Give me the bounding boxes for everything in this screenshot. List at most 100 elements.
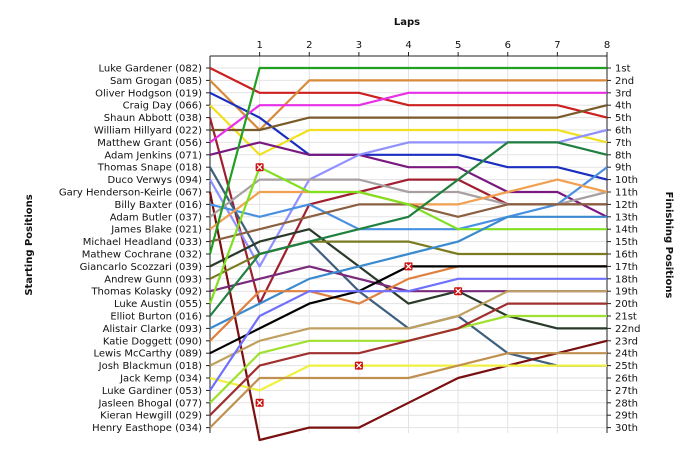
starting-position-label: Michael Headland (033) (83, 237, 202, 248)
series-line (209, 79, 607, 132)
series-line (209, 91, 608, 181)
starting-position-label: Jack Kemp (034) (119, 374, 202, 385)
retirement-marker (255, 398, 264, 407)
finishing-position-label: 24th (615, 349, 638, 360)
starting-position-label: Luke Austin (055) (114, 299, 202, 310)
finishing-position-label: 13th (615, 212, 638, 223)
starting-position-label: Luke Gardiner (053) (102, 386, 202, 397)
finishing-position-label: 3rd (615, 88, 632, 99)
series-line (210, 104, 608, 132)
finishing-position-label: 4th (615, 101, 632, 112)
starting-position-label: William Hillyard (022) (94, 126, 202, 137)
series-line (209, 302, 607, 416)
finishing-position-label: 28th (615, 398, 638, 409)
starting-position-label: Sam Grogan (085) (110, 76, 202, 87)
retirement-marker-cross (405, 263, 412, 270)
finishing-position-label: 11th (615, 188, 638, 199)
finishing-position-label: 30th (615, 423, 638, 434)
finishing-position-label: 15th (615, 237, 638, 248)
starting-position-labels: Luke Gardener (082)Sam Grogan (085)Olive… (59, 64, 202, 435)
starting-position-label: Gary Henderson-Keirle (067) (59, 188, 202, 199)
retirement-marker (255, 163, 264, 172)
starting-position-label: Adam Butler (037) (110, 212, 202, 223)
retirement-marker-cross (256, 399, 263, 406)
starting-position-label: Kieran Hewgill (029) (100, 411, 202, 422)
retirement-marker (354, 361, 363, 370)
retirement-marker (454, 287, 463, 296)
retirement-markers (255, 163, 463, 407)
starting-position-label: Josh Blackmun (018) (98, 361, 202, 372)
series-line (209, 290, 607, 367)
finishing-position-label: 8th (615, 150, 632, 161)
y-axis-title-left: Starting Positions (24, 194, 35, 295)
starting-position-label: Thomas Snape (018) (97, 163, 202, 174)
series-line (209, 166, 608, 231)
starting-position-label: Mathew Cochrane (032) (82, 250, 202, 261)
starting-position-label: Alistair Clarke (093) (103, 324, 202, 335)
finishing-position-label: 5th (615, 113, 632, 124)
starting-position-label: Craig Day (066) (123, 101, 202, 112)
starting-position-label: Lewis McCarthy (089) (94, 349, 203, 360)
x-axis-title: Laps (394, 17, 420, 28)
finishing-position-label: 16th (615, 250, 638, 261)
retirement-marker-cross (256, 164, 263, 171)
series-line (209, 352, 607, 429)
finishing-position-label: 23rd (615, 336, 638, 347)
series-lines (208, 66, 608, 442)
series-line (209, 67, 608, 119)
starting-position-label: Matthew Grant (056) (97, 138, 202, 149)
retirement-marker (404, 262, 413, 271)
starting-position-label: Luke Gardener (082) (99, 64, 203, 75)
finishing-position-labels: 1st2nd3rd4th5th6th7th8th9th10th11th12th1… (615, 64, 640, 435)
starting-position-label: Katie Doggett (090) (103, 336, 202, 347)
finishing-position-label: 26th (615, 374, 638, 385)
finishing-position-label: 9th (615, 163, 632, 174)
lap-tick-label: 4 (405, 40, 411, 51)
starting-position-label: Andrew Gunn (093) (104, 274, 202, 285)
lap-tick-label: 1 (256, 40, 262, 51)
starting-position-label: Jasleen Bhogal (077) (97, 398, 202, 409)
finishing-position-label: 17th (615, 262, 638, 273)
starting-position-label: Shaun Abbott (038) (104, 113, 202, 124)
lap-tick-label: 3 (356, 40, 362, 51)
lap-tick-label: 5 (455, 40, 461, 51)
finishing-position-label: 10th (615, 175, 638, 186)
starting-position-label: Elliot Burton (016) (110, 312, 202, 323)
series-line (209, 364, 607, 392)
starting-position-label: Henry Easthope (034) (92, 423, 202, 434)
finishing-position-label: 7th (615, 138, 632, 149)
finishing-position-label: 18th (615, 274, 638, 285)
series-line (209, 91, 607, 144)
finishing-position-label: 1st (615, 64, 631, 75)
series-line (209, 141, 608, 317)
finishing-position-label: 21st (615, 312, 637, 323)
series-line (208, 191, 608, 442)
y-axis-title-right: Finishing Positions (663, 192, 674, 299)
series-line (208, 66, 607, 255)
finishing-position-label: 20th (615, 299, 638, 310)
starting-position-label: Giancarlo Scozzari (039) (80, 262, 202, 273)
starting-position-label: Oliver Hodgson (019) (95, 88, 202, 99)
starting-position-label: Adam Jenkins (071) (104, 150, 202, 161)
finishing-position-label: 14th (615, 225, 638, 236)
finishing-position-label: 27th (615, 386, 638, 397)
finishing-position-label: 19th (615, 287, 638, 298)
retirement-marker-cross (355, 362, 362, 369)
starting-position-label: Duco Verwys (094) (107, 175, 202, 186)
lap-tick-label: 6 (505, 40, 511, 51)
finishing-position-label: 22nd (615, 324, 640, 335)
finishing-position-label: 29th (615, 411, 638, 422)
retirement-marker-cross (455, 288, 462, 295)
finishing-position-label: 25th (615, 361, 638, 372)
lap-tick-label: 8 (604, 40, 610, 51)
series-line (209, 215, 607, 330)
series-line (209, 277, 607, 392)
starting-position-label: James Blake (021) (110, 225, 202, 236)
lap-tick-label: 7 (554, 40, 560, 51)
series-line (208, 166, 607, 304)
starting-position-label: Billy Baxter (016) (115, 200, 203, 211)
finishing-position-label: 2nd (615, 76, 634, 87)
series-line (209, 228, 607, 330)
finishing-position-label: 6th (615, 126, 632, 137)
